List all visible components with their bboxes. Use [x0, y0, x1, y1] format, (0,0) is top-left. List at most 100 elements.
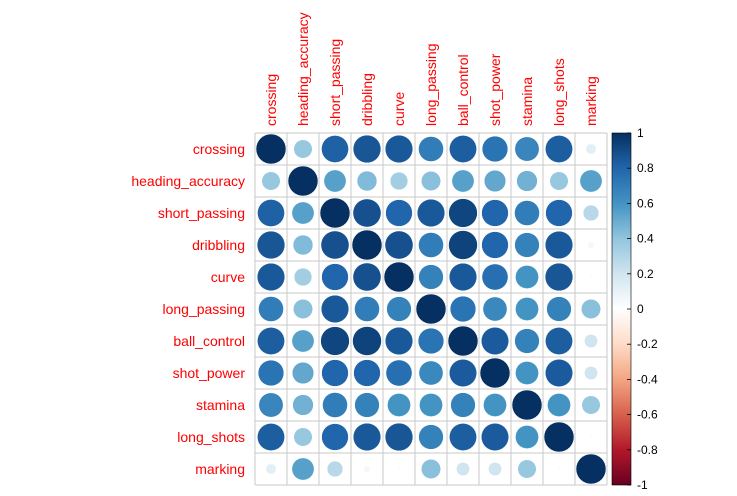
corr-circle-stamina-heading_accuracy: [292, 394, 314, 416]
corr-circle-marking-dribbling: [363, 465, 371, 473]
corr-circle-long_shots-long_passing: [418, 424, 444, 450]
colorbar-tick-label: 1: [637, 126, 644, 140]
corr-circle-curve-shot_power: [481, 263, 509, 291]
corr-circle-ball_control-curve: [384, 326, 414, 356]
corr-circle-long_passing-curve: [386, 296, 412, 322]
corr-circle-ball_control-long_passing: [417, 327, 445, 355]
corr-circle-marking-shot_power: [488, 462, 502, 476]
corr-circle-dribbling-short_passing: [320, 230, 350, 260]
corr-circle-crossing-ball_control: [449, 135, 477, 163]
corr-circle-ball_control-shot_power: [481, 327, 509, 355]
corr-circle-shot_power-long_shots: [545, 359, 573, 387]
corr-circle-marking-ball_control: [456, 462, 470, 476]
row-label-curve: curve: [211, 269, 245, 285]
corr-circle-short_passing-ball_control: [448, 198, 478, 228]
corr-circle-curve-long_shots: [544, 262, 574, 292]
corr-circle-stamina-ball_control: [450, 392, 476, 418]
colorbar-tick-label: -0.8: [637, 443, 658, 457]
col-label-heading_accuracy: heading_accuracy: [295, 12, 311, 126]
corr-circle-marking-short_passing: [326, 460, 344, 478]
corr-circle-short_passing-shot_power: [481, 199, 509, 227]
corr-circle-marking-curve: [396, 466, 402, 472]
row-label-long_shots: long_shots: [177, 429, 245, 445]
corr-circle-long_shots-stamina: [515, 425, 539, 449]
corr-circle-shot_power-heading_accuracy: [291, 361, 315, 385]
colorbar-tick-label: 0: [637, 302, 644, 316]
corr-circle-stamina-dribbling: [354, 392, 380, 418]
corr-circle-ball_control-crossing: [257, 327, 285, 355]
corr-circle-short_passing-dribbling: [352, 198, 382, 228]
corr-circle-marking-heading_accuracy: [291, 457, 315, 481]
corr-circle-dribbling-marking: [587, 241, 595, 249]
corr-circle-long_passing-stamina: [515, 297, 539, 321]
corr-circle-short_passing-heading_accuracy: [291, 201, 315, 225]
col-label-ball_control: ball_control: [455, 54, 471, 126]
colorbar-tick-label: 0.6: [637, 196, 654, 210]
corr-circle-curve-stamina: [515, 265, 539, 289]
corr-circle-long_shots-long_shots: [543, 421, 575, 453]
corr-circle-shot_power-short_passing: [321, 359, 349, 387]
colorbar-tick-label: -0.2: [637, 337, 658, 351]
corr-circle-heading_accuracy-marking: [579, 169, 603, 193]
colorbar-tick-label: -0.6: [637, 408, 658, 422]
col-label-stamina: stamina: [519, 77, 535, 126]
row-label-shot_power: shot_power: [173, 365, 246, 381]
corr-circle-long_passing-marking: [581, 299, 601, 319]
corr-circle-ball_control-marking: [584, 334, 598, 348]
corr-circle-curve-crossing: [256, 262, 286, 292]
corr-circle-crossing-short_passing: [321, 135, 349, 163]
row-label-stamina: stamina: [196, 397, 245, 413]
corr-circle-ball_control-ball_control: [447, 325, 479, 357]
corr-circle-heading_accuracy-stamina: [516, 170, 538, 192]
colorbar-tick-label: -1: [637, 478, 648, 492]
corr-circle-short_passing-curve: [385, 199, 413, 227]
corr-circle-stamina-shot_power: [483, 393, 507, 417]
corr-circle-long_shots-short_passing: [321, 423, 349, 451]
row-label-heading_accuracy: heading_accuracy: [131, 173, 245, 189]
corr-circle-long_shots-dribbling: [352, 422, 382, 452]
col-label-dribbling: dribbling: [359, 73, 375, 126]
corr-circle-dribbling-dribbling: [351, 229, 383, 261]
row-label-ball_control: ball_control: [173, 333, 245, 349]
column-labels: crossing heading_accuracy short_passing dri…: [263, 12, 599, 126]
corr-circle-curve-dribbling: [352, 262, 382, 292]
corr-circle-heading_accuracy-short_passing: [323, 169, 347, 193]
corr-circle-shot_power-dribbling: [353, 359, 381, 387]
corr-circle-dribbling-long_passing: [418, 232, 444, 258]
corr-circle-long_passing-shot_power: [482, 296, 508, 322]
corr-circle-long_shots-curve: [384, 422, 414, 452]
colorbar-ticks: 1 0.8 0.6 0.4 0.2 0 -0.2 -0.4 -0.6 -0.8 -1: [627, 126, 658, 492]
corr-circle-stamina-curve: [387, 393, 411, 417]
corr-circle-short_passing-stamina: [514, 200, 540, 226]
corr-circle-shot_power-marking: [584, 366, 598, 380]
row-label-long_passing: long_passing: [162, 301, 245, 317]
corr-circle-dribbling-shot_power: [481, 231, 509, 259]
corr-circle-shot_power-long_passing: [418, 360, 444, 386]
corr-circle-crossing-long_passing: [418, 136, 444, 162]
corr-circle-shot_power-crossing: [257, 359, 285, 387]
corr-circle-ball_control-heading_accuracy: [291, 329, 315, 353]
corr-circle-long_passing-ball_control: [449, 295, 477, 323]
corr-circle-long_shots-marking: [588, 434, 594, 440]
corr-circle-crossing-marking: [585, 143, 597, 155]
matrix-grid: [254, 132, 608, 486]
corr-circle-shot_power-ball_control: [449, 359, 477, 387]
corr-circle-shot_power-curve: [385, 359, 413, 387]
corr-circle-long_shots-shot_power: [481, 423, 509, 451]
corr-circle-crossing-dribbling: [352, 134, 382, 164]
corr-circle-stamina-stamina: [511, 389, 543, 421]
corr-circle-short_passing-crossing: [257, 199, 285, 227]
corr-circle-heading_accuracy-long_passing: [421, 171, 441, 191]
corr-circle-ball_control-short_passing: [320, 326, 350, 356]
corr-circle-stamina-crossing: [258, 392, 284, 418]
colorbar-tick-label: -0.4: [637, 372, 658, 386]
corr-circle-long_shots-ball_control: [449, 423, 477, 451]
corr-circle-long_passing-heading_accuracy: [293, 299, 313, 319]
correlation-circles: [255, 133, 607, 485]
row-label-crossing: crossing: [193, 141, 245, 157]
row-labels: crossing heading_accuracy short_passingdri…: [131, 141, 245, 477]
col-label-shot_power: shot_power: [487, 53, 503, 126]
corr-circle-dribbling-heading_accuracy: [292, 234, 314, 256]
corr-circle-marking-marking: [575, 453, 607, 485]
